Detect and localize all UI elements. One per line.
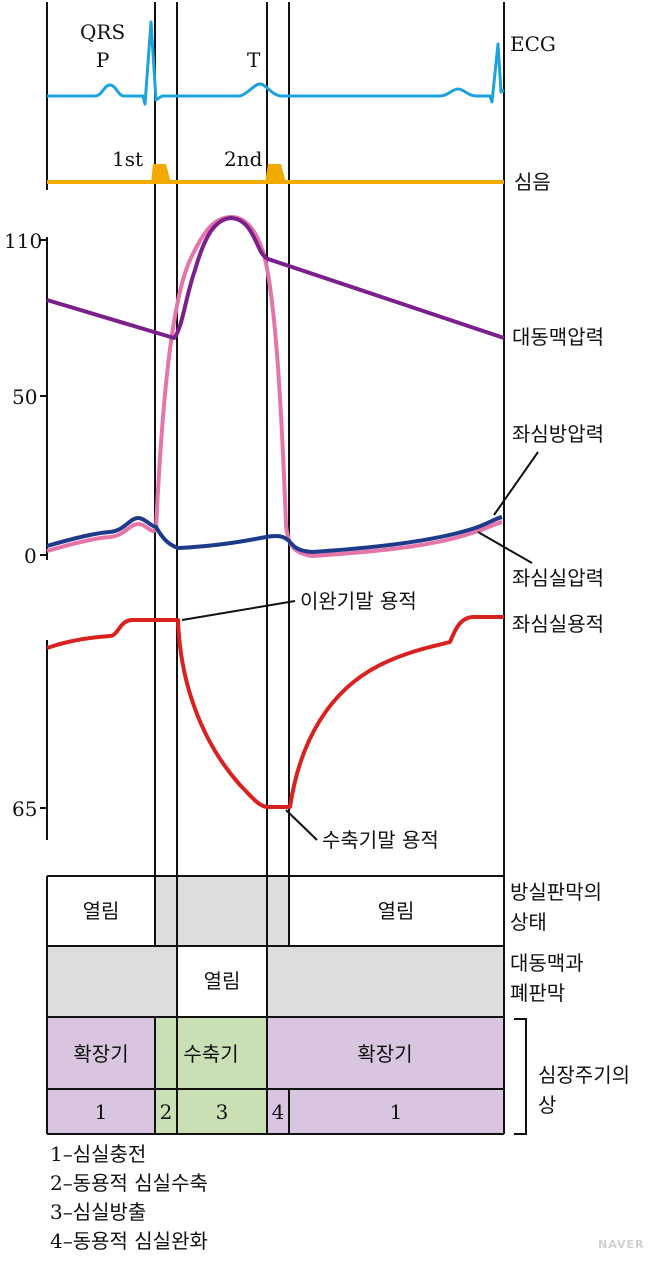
- phase-group-label-2: 상: [538, 1093, 556, 1117]
- left-atrial-pressure-label: 좌심방압력: [512, 422, 604, 446]
- end-systolic-volume-pointer: [285, 809, 318, 841]
- phase-number-3: 3: [216, 1100, 229, 1124]
- aortic-pressure-curve: [46, 216, 505, 340]
- phase-3-cell: [177, 1089, 267, 1134]
- legend-item-2: 2–동용적 심실수축: [50, 1171, 208, 1195]
- av-valve-open-right-text: 열림: [378, 899, 415, 923]
- av-valve-row-label-2: 상태: [510, 910, 547, 934]
- phase-number-1-right: 1: [390, 1100, 403, 1124]
- left-ventricular-pressure-pointer: [477, 531, 533, 564]
- left-ventricular-pressure-label: 좌심실압력: [512, 566, 604, 590]
- left-atrial-pressure-pointer: [493, 451, 539, 516]
- semilunar-closed-right-cell: [267, 946, 504, 1017]
- av-valve-open-right-cell: [289, 876, 504, 946]
- pressure-tick-110: 110: [4, 229, 42, 253]
- left-ventricular-pressure-curve: [46, 215, 503, 558]
- heart-sound-label: 심음: [514, 170, 551, 194]
- av-valve-open-left-cell: [47, 876, 155, 946]
- legend-item-3: 3–심실방출: [50, 1200, 147, 1224]
- av-valve-open-left-text: 열림: [83, 899, 120, 923]
- phase-legend: 1–심실충전 2–동용적 심실수축 3–심실방출 4–동용적 심실완화: [50, 1140, 208, 1256]
- first-heart-sound-label: 1st: [112, 147, 143, 171]
- legend-item-1: 1–심실충전: [50, 1142, 147, 1166]
- first-heart-sound-burst: [151, 164, 171, 183]
- frame-lines: [46, 2, 505, 1134]
- av-valve-row-label-1: 방실판막의: [510, 880, 602, 904]
- phase-number-2: 2: [160, 1100, 173, 1124]
- semilunar-open-cell: [177, 946, 267, 1017]
- ecg-trace: [47, 20, 505, 106]
- semilunar-closed-left-cell: [47, 946, 177, 1017]
- phase-4-cell: [267, 1089, 289, 1134]
- end-diastolic-volume-pointer: [181, 600, 296, 621]
- volume-tick-65: 65: [12, 797, 37, 821]
- semilunar-row-label-2: 폐판막: [510, 981, 565, 1005]
- phase-diastole-left-cell: [47, 1017, 155, 1089]
- end-diastolic-volume-label: 이완기말 용적: [300, 589, 417, 613]
- phase-1-left-cell: [47, 1089, 155, 1134]
- semilunar-row-label-1: 대동맥과: [510, 951, 584, 975]
- pressure-tick-50: 50: [12, 385, 37, 409]
- phase-group-label-1: 심장주기의: [538, 1063, 630, 1087]
- phase-systole-text: 수축기: [183, 1042, 238, 1066]
- heart-sound-trace: [47, 164, 504, 184]
- ecg-t-label: T: [247, 48, 261, 72]
- ecg-qrs-label: QRS: [80, 20, 125, 44]
- legend-item-4: 4–동용적 심실완화: [50, 1229, 208, 1253]
- ecg-p-label: P: [96, 48, 109, 72]
- state-table-lines: [47, 875, 504, 1135]
- phase-number-4: 4: [272, 1100, 285, 1124]
- phase-diastole-right-cell: [267, 1017, 504, 1089]
- av-valve-closed-cell: [155, 876, 289, 946]
- left-atrial-pressure-curve: [46, 515, 503, 554]
- volume-axis: [40, 640, 48, 840]
- phase-diastole-right-text: 확장기: [357, 1042, 412, 1066]
- watermark: NAVER: [598, 1238, 644, 1251]
- phase-2-cell: [155, 1089, 177, 1134]
- second-heart-sound-label: 2nd: [224, 147, 263, 171]
- end-systolic-volume-label: 수축기말 용적: [322, 828, 439, 852]
- left-ventricular-volume-label: 좌심실용적: [512, 612, 604, 636]
- pressure-tick-0: 0: [24, 544, 37, 568]
- phase-group-bracket: [514, 1018, 527, 1135]
- aortic-pressure-label: 대동맥압력: [512, 325, 604, 349]
- phase-systole-cell: [155, 1017, 267, 1089]
- second-heart-sound-burst: [265, 164, 286, 183]
- phase-1-right-cell: [289, 1089, 504, 1134]
- phase-number-1-left: 1: [95, 1100, 108, 1124]
- phase-diastole-left-text: 확장기: [73, 1042, 128, 1066]
- left-ventricular-volume-curve: [46, 615, 504, 809]
- pressure-axis: [40, 237, 48, 560]
- semilunar-open-text: 열림: [204, 969, 241, 993]
- ecg-label: ECG: [510, 32, 556, 56]
